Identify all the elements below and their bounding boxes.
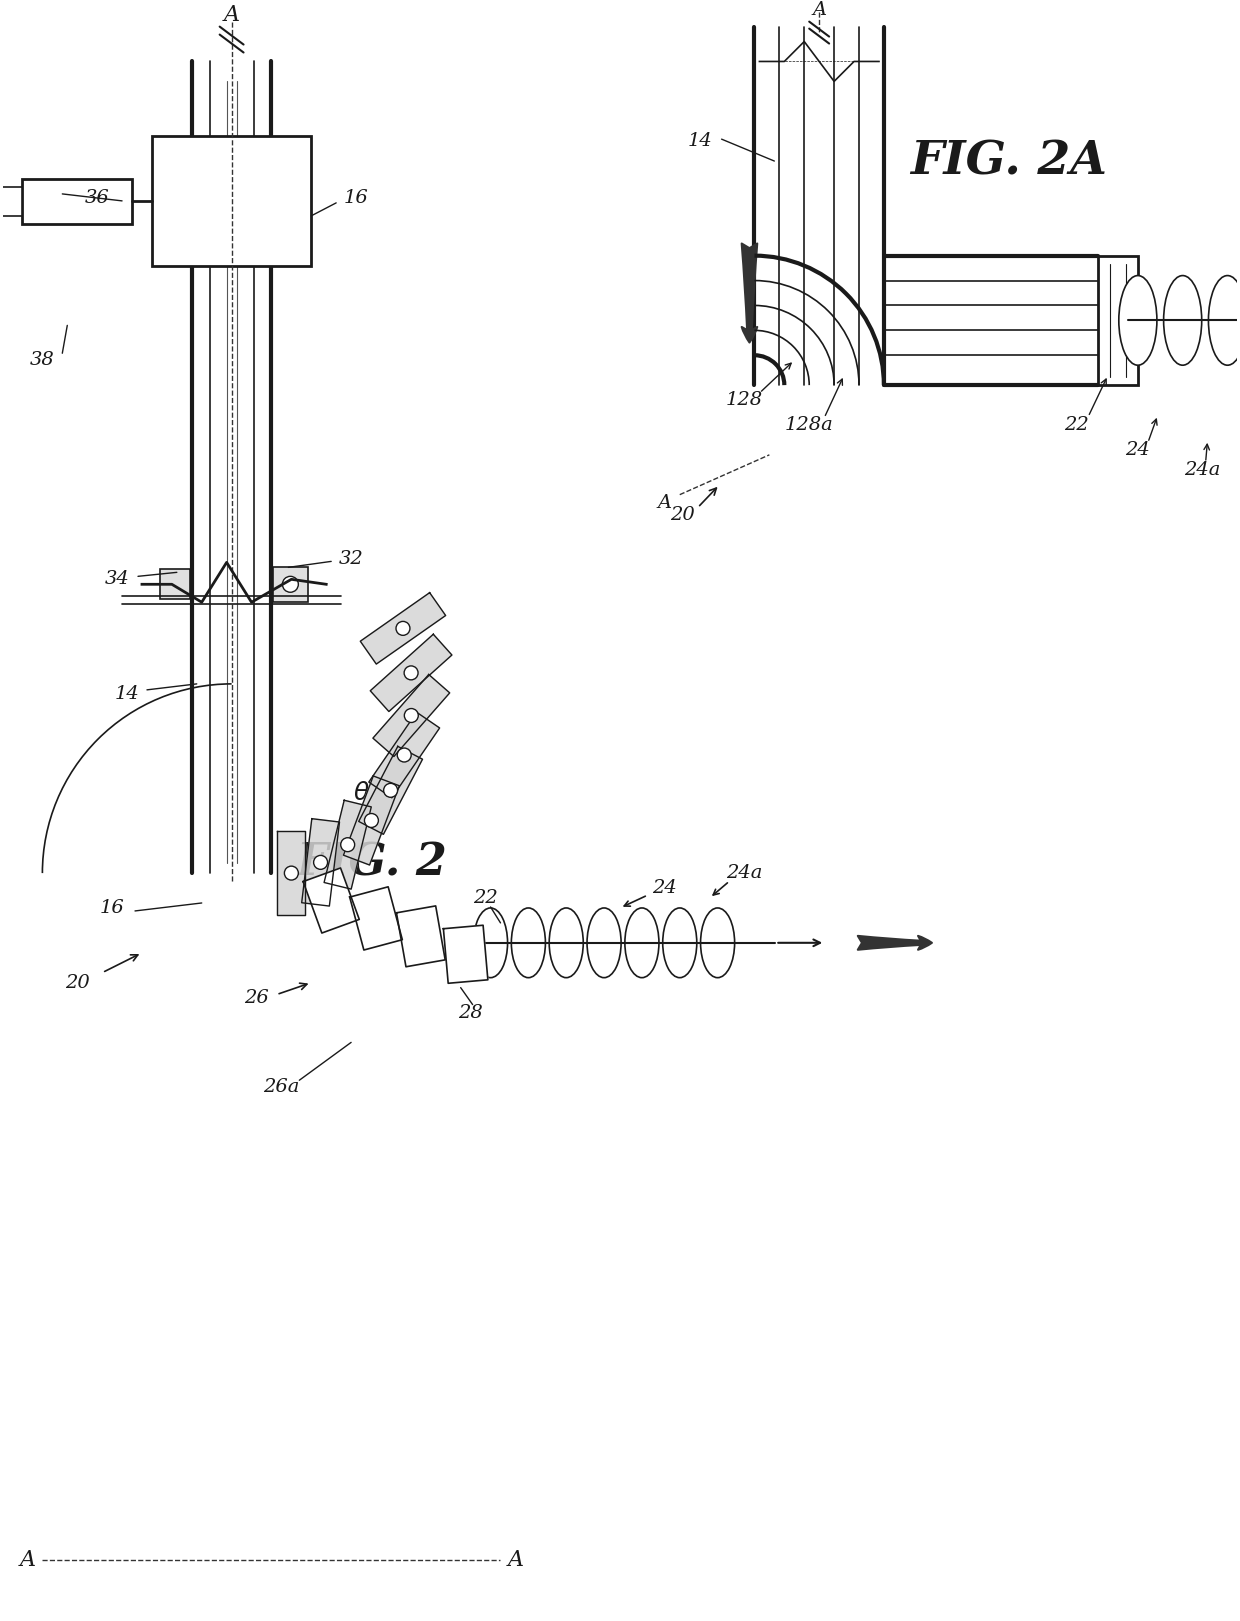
Ellipse shape (662, 908, 697, 977)
Text: 128: 128 (725, 391, 763, 408)
Text: 34: 34 (104, 571, 129, 588)
Circle shape (314, 856, 327, 869)
Bar (153, 136, 311, 266)
Bar (274, 567, 309, 603)
Polygon shape (368, 712, 440, 798)
Text: 14: 14 (114, 684, 139, 704)
Bar (0, 186, 22, 216)
Ellipse shape (549, 908, 583, 977)
Text: 36: 36 (84, 190, 109, 207)
Text: 20: 20 (64, 974, 89, 992)
Bar (160, 569, 190, 600)
Polygon shape (361, 593, 445, 665)
Ellipse shape (511, 908, 546, 977)
Ellipse shape (625, 908, 658, 977)
Ellipse shape (1163, 276, 1202, 365)
Polygon shape (358, 746, 423, 835)
Polygon shape (343, 776, 399, 866)
Polygon shape (397, 906, 445, 966)
Circle shape (365, 814, 378, 827)
Ellipse shape (474, 908, 507, 977)
Text: 16: 16 (99, 900, 124, 917)
Polygon shape (350, 887, 402, 950)
Text: A: A (507, 1550, 523, 1571)
Ellipse shape (587, 908, 621, 977)
Text: 24a: 24a (727, 864, 763, 882)
Text: 16: 16 (343, 190, 368, 207)
Circle shape (404, 708, 418, 723)
Text: 32: 32 (339, 551, 363, 569)
Text: 14: 14 (687, 133, 712, 151)
Polygon shape (324, 801, 371, 890)
Text: 22: 22 (474, 888, 498, 908)
Bar (1097, 256, 1138, 386)
Text: 26a: 26a (263, 1078, 300, 1096)
Polygon shape (301, 819, 340, 906)
Ellipse shape (1209, 276, 1240, 365)
Circle shape (396, 621, 410, 635)
Circle shape (283, 577, 299, 592)
Polygon shape (371, 634, 451, 712)
Polygon shape (303, 867, 360, 934)
Text: 20: 20 (671, 506, 696, 524)
Text: 22: 22 (1064, 417, 1089, 434)
Text: 28: 28 (459, 1003, 484, 1021)
Polygon shape (444, 926, 487, 984)
Ellipse shape (701, 908, 734, 977)
Text: $\theta$: $\theta$ (352, 781, 370, 806)
Text: 128a: 128a (785, 417, 833, 434)
Circle shape (341, 838, 355, 851)
Text: 24: 24 (652, 879, 677, 896)
Text: 26: 26 (244, 989, 269, 1007)
Text: A: A (223, 3, 239, 26)
Polygon shape (278, 832, 305, 916)
Circle shape (383, 783, 398, 798)
Circle shape (284, 866, 299, 880)
Text: A: A (812, 0, 826, 19)
Polygon shape (373, 674, 450, 757)
Circle shape (404, 666, 418, 679)
Text: 38: 38 (30, 352, 55, 370)
Text: 24a: 24a (1184, 460, 1220, 478)
Text: A: A (20, 1550, 36, 1571)
Text: FIG. 2A: FIG. 2A (910, 138, 1107, 185)
Bar (22, 178, 131, 224)
Circle shape (397, 747, 412, 762)
Ellipse shape (1118, 276, 1157, 365)
Text: FIG. 2: FIG. 2 (295, 841, 446, 885)
Text: 24: 24 (1126, 441, 1151, 459)
Text: A: A (657, 494, 672, 512)
